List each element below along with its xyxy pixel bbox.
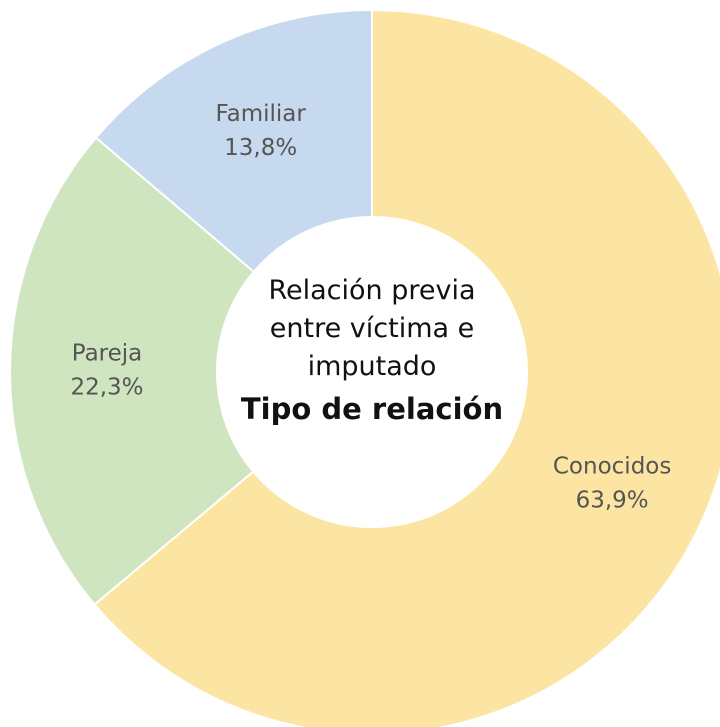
center-label: Relación previa entre víctima e imputado… <box>222 272 522 432</box>
donut-hole <box>217 217 527 527</box>
slice-label: Familiar <box>216 101 307 127</box>
slice-value-label: 22,3% <box>70 375 143 401</box>
slice-value-label: 13,8% <box>224 135 297 161</box>
slice-label: Conocidos <box>553 454 671 480</box>
slice-value-label: 63,9% <box>576 488 649 514</box>
slice-label: Pareja <box>72 341 143 367</box>
chart-title: Relación previa entre víctima e imputado <box>268 275 476 382</box>
chart-subtitle: Tipo de relación <box>240 392 504 426</box>
